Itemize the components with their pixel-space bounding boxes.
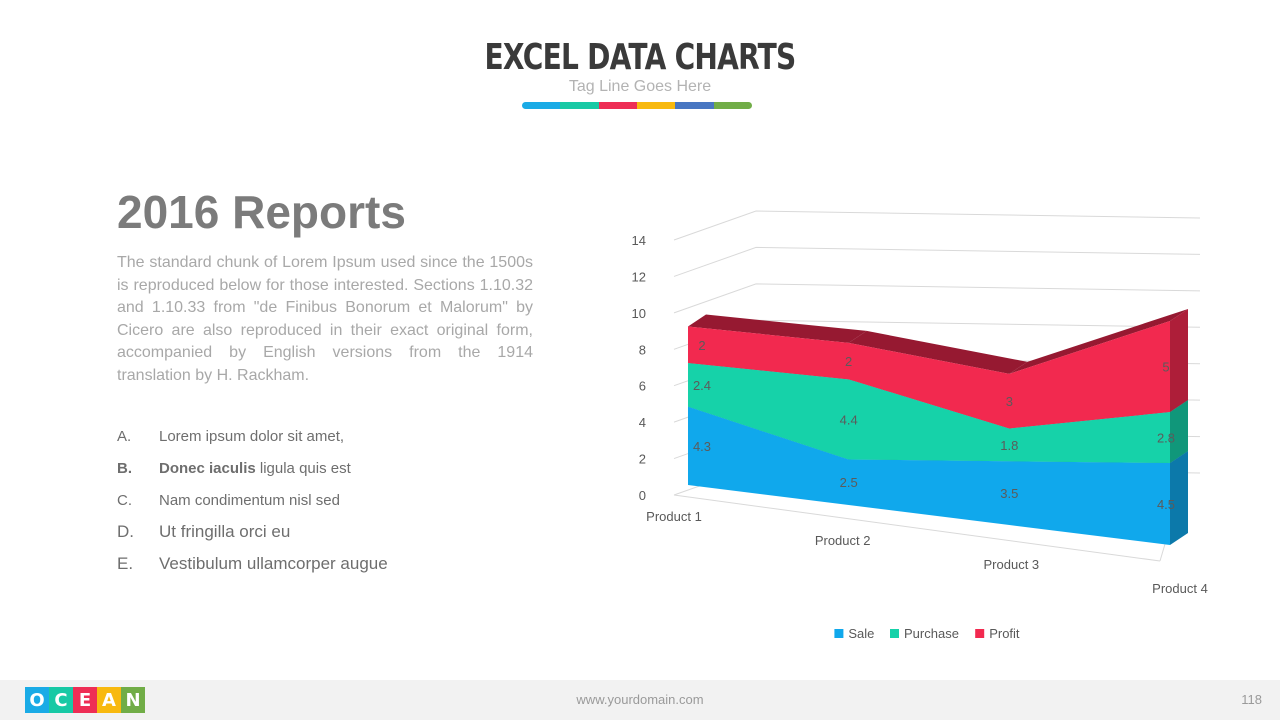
slide-title: EXCEL DATA CHARTS: [484, 37, 797, 78]
data-label: 4.4: [840, 412, 858, 427]
data-label: 1.8: [1000, 438, 1018, 453]
color-bar-segment: [675, 102, 714, 109]
area-front-face: [688, 362, 1170, 464]
logo-letter: C: [49, 687, 73, 713]
page-number: 118: [1241, 692, 1262, 707]
y-tick-label: 14: [632, 233, 646, 248]
logo-letter: A: [97, 687, 121, 713]
area-top-surface: [848, 330, 1028, 374]
area-side-face: [1170, 308, 1188, 413]
list-text: Donec iaculis ligula quis est: [159, 460, 351, 477]
color-bar-segment: [636, 102, 676, 109]
list-item: D. Ut fringilla orci eu: [117, 522, 537, 554]
data-label: 5: [1162, 360, 1169, 375]
gridline: [673, 210, 1201, 241]
data-label: 2.4: [693, 378, 711, 393]
slide-tagline: Tag Line Goes Here: [568, 78, 712, 95]
gridline: [673, 246, 1201, 277]
y-tick-label: 6: [639, 379, 646, 394]
report-title: 2016 Reports: [117, 186, 406, 238]
legend-swatch: [890, 629, 899, 638]
list-item: E. Vestibulum ullamcorper augue: [117, 554, 537, 586]
data-label: 4.3: [693, 439, 711, 454]
category-label: Product 2: [815, 533, 871, 548]
legend-swatch: [834, 629, 844, 638]
color-bar-segment: [560, 102, 599, 109]
category-label: Product 4: [1152, 581, 1208, 596]
area-top-surface: [688, 314, 867, 343]
floor-edge: [673, 494, 1161, 562]
list-text: Nam condimentum nisl sed: [159, 492, 340, 509]
footer-url[interactable]: www.yourdomain.com: [576, 692, 704, 707]
data-label: 2: [845, 354, 852, 369]
data-label: 2: [698, 338, 705, 353]
area-top-surface: [1009, 308, 1188, 374]
gridline: [673, 283, 1201, 314]
stacked-3d-area-chart: 0 2 4 6 8 10 12 14 4.3 2.5 3.5 4.5 2.4 4.4 1.8 2.8 2 2 3 5 P…: [632, 210, 1208, 641]
list-text: Ut fringilla orci eu: [159, 522, 291, 541]
legend-label: Profit: [989, 626, 1020, 641]
y-tick-label: 0: [639, 488, 646, 503]
list-item: A. Lorem ipsum dolor sit amet,: [117, 426, 537, 458]
logo-letter: N: [121, 687, 145, 713]
category-label: Product 3: [984, 557, 1040, 572]
category-label: Product 1: [646, 509, 702, 524]
data-label: 4.5: [1157, 497, 1175, 512]
list-item: C. Nam condimentum nisl sed: [117, 490, 537, 522]
list-marker: A.: [117, 428, 132, 445]
bullet-list: A. Lorem ipsum dolor sit amet, B. Donec iac…: [117, 426, 537, 586]
legend-label: Purchase: [904, 626, 959, 641]
list-marker: E.: [117, 554, 134, 573]
legend-label: Sale: [848, 626, 874, 641]
report-body: The standard chunk of Lorem Ipsum used s…: [117, 254, 533, 384]
list-text-bold: Donec iaculis: [159, 460, 256, 477]
list-marker: B.: [117, 460, 132, 477]
list-item: B. Donec iaculis ligula quis est: [117, 458, 537, 490]
y-tick-label: 2: [639, 452, 646, 467]
color-bar-segment: [522, 102, 561, 109]
y-tick-label: 4: [639, 415, 646, 430]
data-label: 3: [1006, 394, 1013, 409]
data-label: 2.8: [1157, 431, 1175, 446]
area-side-face: [1170, 451, 1188, 545]
y-tick-label: 12: [632, 269, 646, 284]
color-bar-segment: [713, 102, 752, 109]
logo-letter: O: [25, 687, 49, 713]
area-side-face: [1170, 400, 1188, 464]
y-tick-label: 10: [632, 306, 646, 321]
area-front-face: [688, 406, 1170, 545]
list-text: Vestibulum ullamcorper augue: [159, 554, 388, 573]
area-front-face: [688, 320, 1170, 429]
title-color-bar: [522, 102, 752, 109]
legend-swatch: [975, 629, 985, 638]
data-label: 2.5: [840, 475, 858, 490]
list-text: Lorem ipsum dolor sit amet,: [159, 428, 345, 445]
data-label: 3.5: [1000, 486, 1018, 501]
y-tick-label: 8: [639, 342, 646, 357]
color-bar-segment: [598, 102, 637, 109]
list-marker: C.: [117, 492, 132, 509]
list-marker: D.: [117, 522, 134, 541]
logo-letter: E: [73, 687, 97, 713]
